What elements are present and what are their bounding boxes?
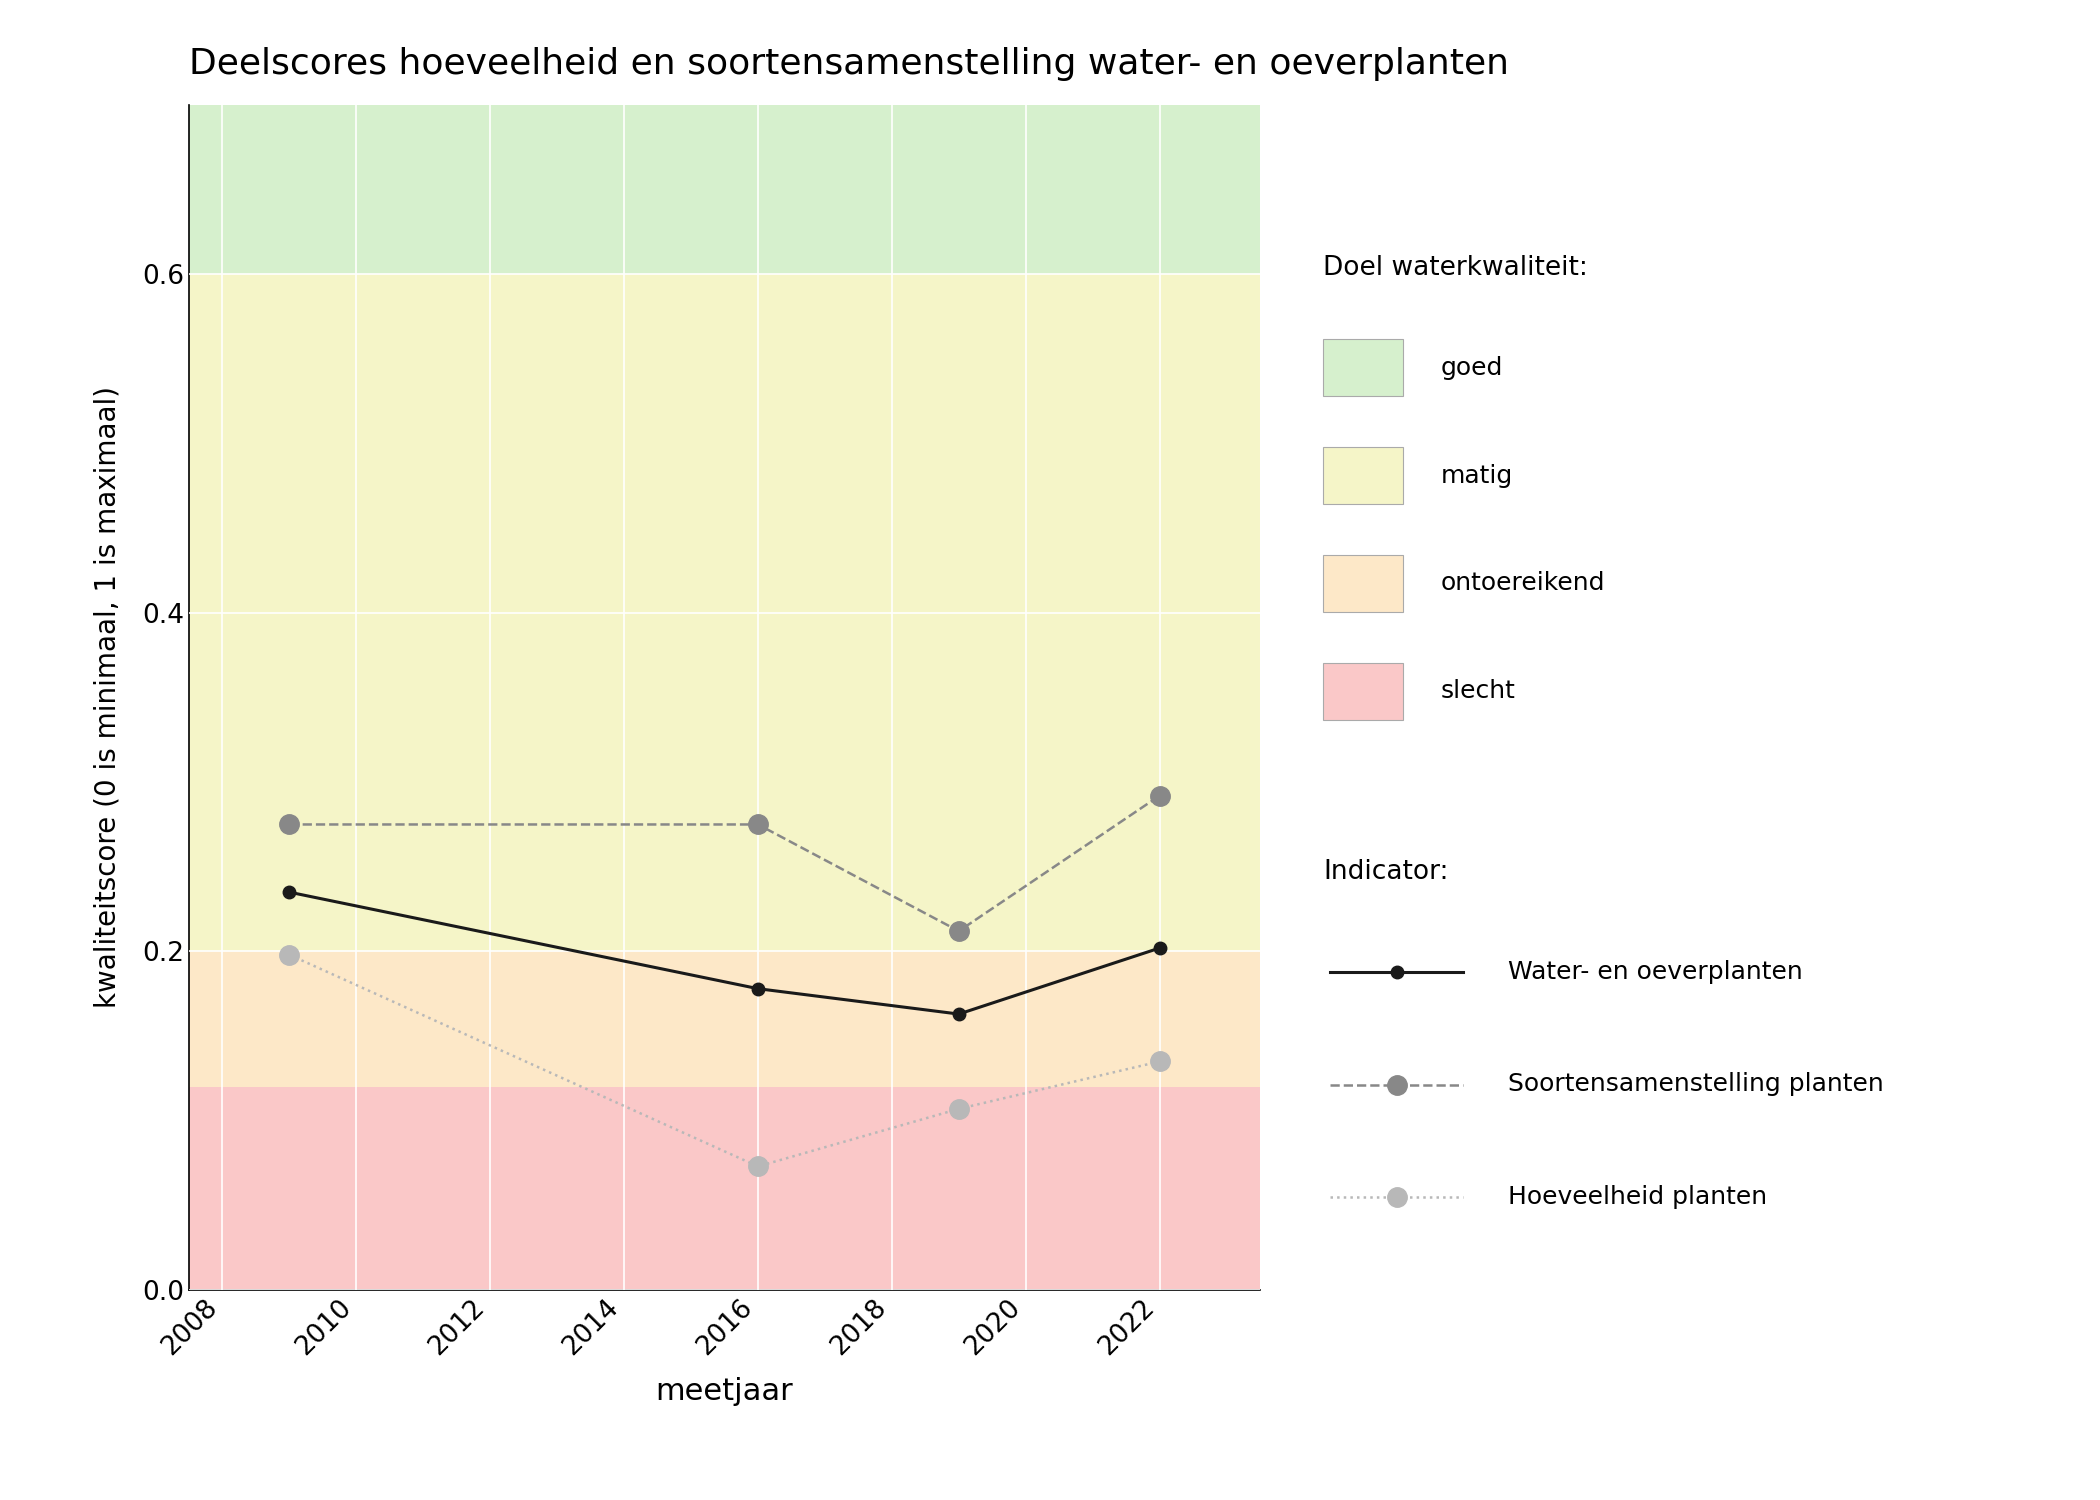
Bar: [189, 105, 1260, 274]
Text: slecht: slecht: [1441, 680, 1516, 703]
Text: Soortensamenstelling planten: Soortensamenstelling planten: [1508, 1072, 1884, 1096]
Bar: [189, 951, 1260, 1088]
Text: Doel waterkwaliteit:: Doel waterkwaliteit:: [1323, 255, 1588, 280]
Text: Deelscores hoeveelheid en soortensamenstelling water- en oeverplanten: Deelscores hoeveelheid en soortensamenst…: [189, 48, 1510, 81]
Bar: [189, 1088, 1260, 1290]
X-axis label: meetjaar: meetjaar: [655, 1377, 794, 1407]
Text: matig: matig: [1441, 464, 1512, 488]
Y-axis label: kwaliteitscore (0 is minimaal, 1 is maximaal): kwaliteitscore (0 is minimaal, 1 is maxi…: [92, 387, 122, 1008]
Text: ontoereikend: ontoereikend: [1441, 572, 1604, 596]
Text: Hoeveelheid planten: Hoeveelheid planten: [1508, 1185, 1766, 1209]
Bar: [189, 274, 1260, 951]
Text: Water- en oeverplanten: Water- en oeverplanten: [1508, 960, 1802, 984]
Text: Indicator:: Indicator:: [1323, 859, 1449, 885]
Text: goed: goed: [1441, 356, 1504, 380]
